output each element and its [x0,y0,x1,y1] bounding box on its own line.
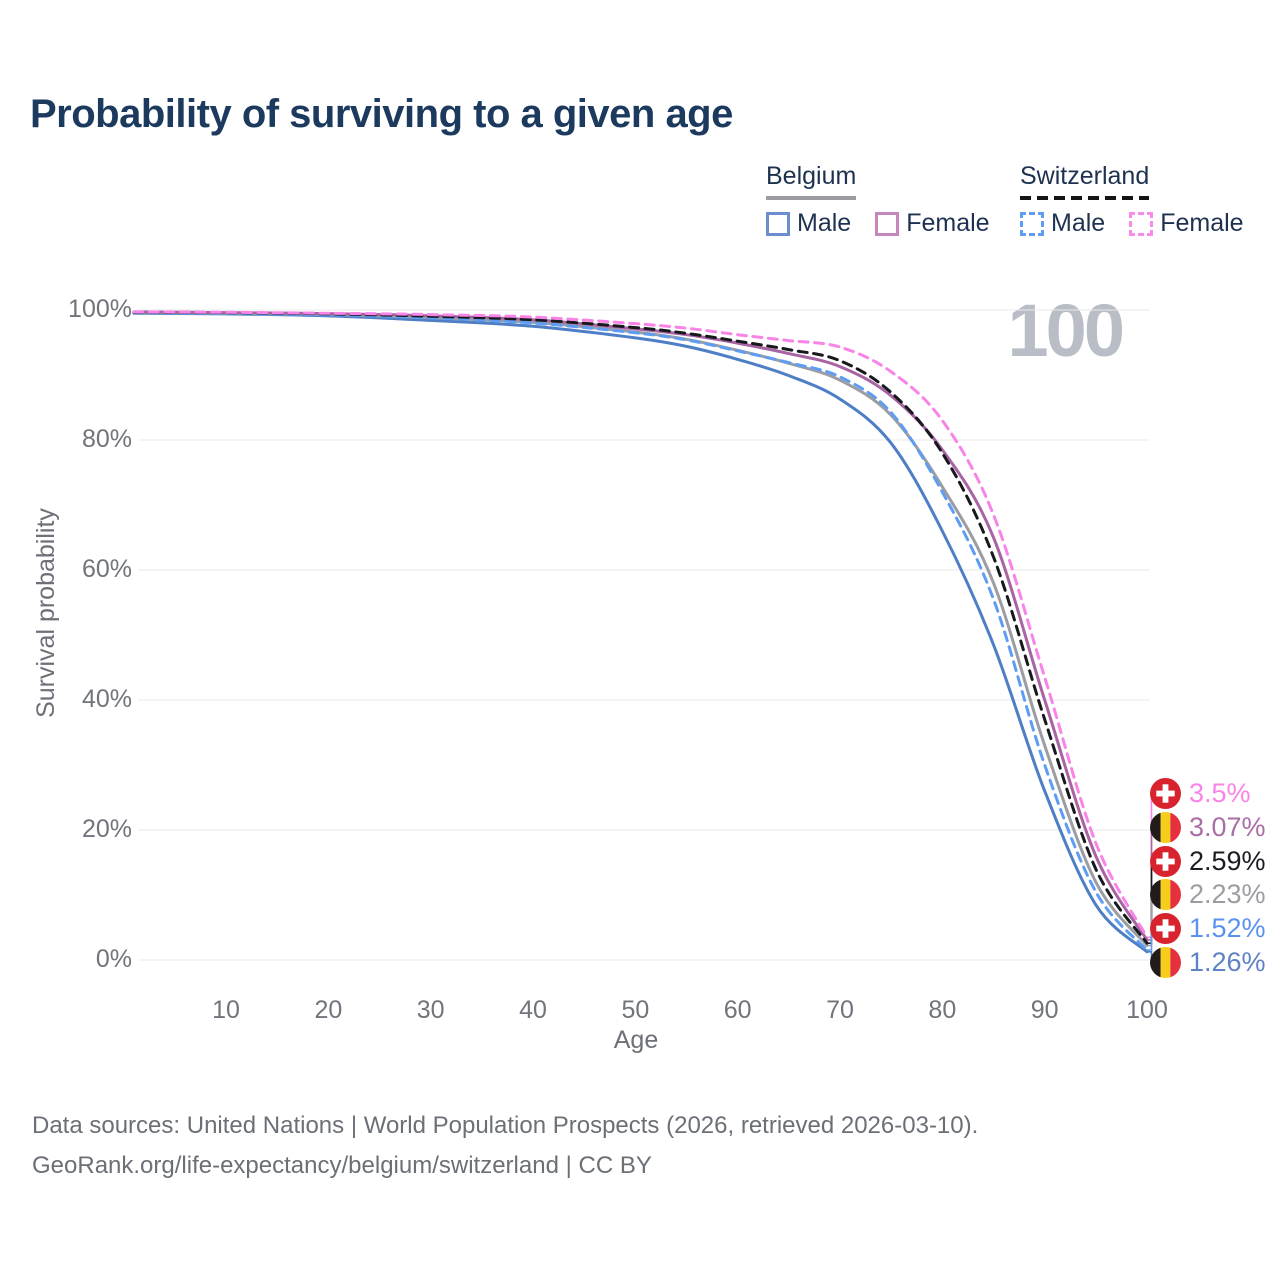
switzerland-male-swatch-icon [1020,211,1044,236]
x-tick-60: 60 [723,996,752,1024]
y-tick-80: 80% [81,425,132,453]
legend-item-belgium-female[interactable]: Female [875,209,990,238]
y-tick-0: 0% [95,945,132,973]
legend-title-belgium: Belgium [766,162,857,190]
end-label-value: 3.07% [1189,811,1266,842]
end-label-value: 3.5% [1189,777,1251,808]
legend-label-belgium-female: Female [906,209,990,237]
curve-belgium-both-sexes [132,311,1149,947]
belgian-flag-icon [1150,811,1181,843]
curve-switzerland-female [132,310,1149,939]
x-tick-50: 50 [621,996,650,1024]
legend-header-switzerland[interactable]: Switzerland [1020,162,1150,200]
footer: Data sources: United Nations | World Pop… [32,1106,978,1186]
hovered-age-watermark: 100 [1007,289,1125,372]
curve-belgium-male [132,311,1149,954]
swiss-flag-icon [1150,845,1181,877]
end-label-belgium-female: 3.07% [1150,811,1266,843]
x-tick-100: 100 [1126,996,1168,1024]
x-tick-20: 20 [314,996,343,1024]
y-tick-40: 40% [81,685,132,713]
x-tick-70: 70 [826,996,854,1024]
belgium-solid-line-swatch-icon [766,196,857,200]
legend-label-switzerland-male: Male [1051,209,1106,237]
end-label-belgium-all: 2.23% [1150,878,1266,910]
belgian-flag-icon [1150,878,1181,910]
swiss-flag-icon [1150,912,1181,944]
legend-title-switzerland: Switzerland [1020,162,1150,190]
y-tick-100: 100% [68,295,132,323]
footer-sources: Data sources: United Nations | World Pop… [32,1112,979,1139]
switzerland-female-swatch-icon [1129,211,1154,236]
chart-title: Probability of surviving to a given age [30,92,733,136]
x-tick-40: 40 [519,996,547,1024]
curve-switzerland-both-sexes [132,310,1149,945]
curve-switzerland-male [132,311,1149,952]
legend-item-belgium-male[interactable]: Male [766,209,851,238]
legend-label-switzerland-female: Female [1160,209,1244,237]
x-tick-10: 10 [212,996,240,1024]
belgium-female-swatch-icon [875,211,900,236]
y-tick-20: 20% [81,815,132,843]
x-axis-title: Age [613,1026,659,1054]
legend-group-belgium: Belgium Male Female [766,162,990,238]
end-label-belgium-male: 1.26% [1150,946,1266,978]
y-axis-title: Survival probability [32,508,60,718]
belgium-male-swatch-icon [766,211,790,236]
y-tick-60: 60% [81,555,132,583]
end-label-value: 2.23% [1189,878,1266,909]
x-tick-30: 30 [416,996,445,1024]
x-tick-90: 90 [1030,996,1059,1024]
legend-header-belgium[interactable]: Belgium [766,162,857,200]
swiss-flag-icon [1150,777,1181,809]
end-label-value: 1.26% [1189,946,1266,977]
end-label-switzerland-all: 2.59% [1150,845,1266,877]
curve-belgium-female [132,310,1149,942]
legend-group-switzerland: Switzerland Male Female [1020,162,1244,238]
end-label-switzerland-female: 3.5% [1150,777,1251,809]
legend-item-switzerland-male[interactable]: Male [1020,209,1105,238]
belgian-flag-icon [1150,946,1181,978]
legend-item-switzerland-female[interactable]: Female [1129,209,1244,238]
footer-link: GeoRank.org/life-expectancy/belgium/swit… [32,1152,652,1179]
end-label-switzerland-male: 1.52% [1150,912,1266,944]
end-label-value: 1.52% [1189,912,1266,943]
x-tick-80: 80 [928,996,957,1024]
legend-label-belgium-male: Male [797,209,852,237]
end-label-value: 2.59% [1189,845,1266,876]
switzerland-dashed-line-swatch-icon [1020,196,1150,200]
